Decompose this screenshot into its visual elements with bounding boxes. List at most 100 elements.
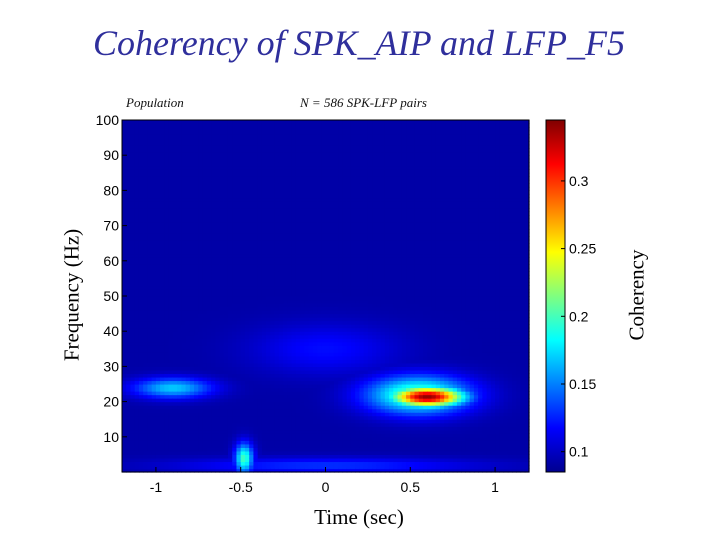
- heatmap-cell: [185, 369, 191, 375]
- heatmap-cell: [122, 426, 127, 431]
- heatmap-cell: [300, 345, 305, 350]
- heatmap-cell: [240, 405, 246, 410]
- heatmap-cell: [261, 401, 267, 406]
- heatmap-cell: [317, 278, 322, 283]
- heatmap-cell: [151, 429, 157, 434]
- heatmap-cell: [266, 313, 271, 318]
- heatmap-cell: [257, 281, 263, 287]
- heatmap-cell: [223, 155, 229, 160]
- heatmap-cell: [143, 278, 149, 283]
- heatmap-cell: [155, 415, 161, 420]
- heatmap-cell: [236, 260, 242, 265]
- heatmap-cell: [300, 415, 305, 420]
- heatmap-cell: [295, 218, 301, 223]
- heatmap-cell: [295, 405, 301, 410]
- heatmap-cell: [244, 376, 250, 382]
- heatmap-cell: [325, 169, 331, 174]
- heatmap-cell: [126, 130, 132, 135]
- heatmap-cell: [206, 366, 212, 371]
- heatmap-cell: [168, 341, 174, 346]
- heatmap-cell: [198, 443, 204, 448]
- heatmap-cell: [155, 464, 161, 470]
- heatmap-cell: [244, 281, 250, 287]
- heatmap-cell: [227, 398, 233, 403]
- heatmap-cell: [240, 165, 246, 170]
- heatmap-cell: [261, 359, 267, 364]
- heatmap-cell: [287, 376, 293, 382]
- heatmap-cell: [308, 169, 314, 174]
- heatmap-cell: [147, 130, 153, 135]
- heatmap-cell: [261, 348, 267, 353]
- heatmap-cell: [329, 366, 335, 371]
- heatmap-cell: [164, 232, 170, 237]
- heatmap-cell: [177, 433, 182, 438]
- heatmap-cell: [236, 271, 242, 276]
- heatmap-cell: [325, 454, 331, 459]
- heatmap-cell: [321, 169, 327, 174]
- heatmap-cell: [253, 317, 259, 322]
- heatmap-cell: [249, 450, 255, 455]
- heatmap-cell: [198, 320, 204, 325]
- heatmap-cell: [257, 120, 263, 125]
- heatmap-cell: [232, 285, 238, 290]
- heatmap-cell: [321, 246, 327, 251]
- heatmap-cell: [164, 415, 170, 420]
- heatmap-cell: [317, 306, 322, 311]
- heatmap-cell: [160, 313, 165, 318]
- heatmap-cell: [266, 183, 271, 188]
- heatmap-cell: [151, 239, 157, 244]
- heatmap-cell: [160, 200, 165, 206]
- heatmap-cell: [257, 148, 263, 153]
- heatmap-cell: [181, 401, 187, 406]
- heatmap-cell: [261, 281, 267, 287]
- heatmap-cell: [126, 232, 132, 237]
- heatmap-cell: [126, 137, 132, 142]
- heatmap-cell: [227, 408, 233, 413]
- heatmap-cell: [227, 419, 233, 424]
- heatmap-cell: [274, 408, 280, 413]
- heatmap-cell: [172, 355, 178, 360]
- heatmap-cell: [274, 193, 280, 199]
- heatmap-cell: [283, 292, 288, 297]
- heatmap-cell: [308, 253, 314, 258]
- heatmap-cell: [138, 369, 144, 375]
- heatmap-cell: [317, 222, 322, 227]
- heatmap-cell: [130, 222, 136, 227]
- heatmap-cell: [308, 384, 314, 389]
- heatmap-cell: [249, 186, 255, 191]
- heatmap-cell: [295, 412, 301, 417]
- heatmap-cell: [134, 369, 140, 375]
- heatmap-cell: [185, 419, 191, 424]
- heatmap-cell: [147, 310, 153, 315]
- heatmap-cell: [223, 162, 229, 167]
- heatmap-cell: [181, 165, 187, 170]
- heatmap-cell: [206, 232, 212, 237]
- heatmap-cell: [143, 120, 149, 125]
- heatmap-cell: [240, 123, 246, 128]
- heatmap-cell: [134, 450, 140, 455]
- heatmap-cell: [321, 464, 327, 470]
- heatmap-cell: [172, 288, 178, 294]
- heatmap-cell: [202, 271, 208, 276]
- heatmap-cell: [283, 218, 288, 223]
- heatmap-cell: [219, 296, 225, 301]
- heatmap-cell: [325, 141, 331, 146]
- heatmap-cell: [266, 278, 271, 283]
- heatmap-cell: [223, 366, 229, 371]
- heatmap-cell: [160, 464, 165, 470]
- heatmap-cell: [325, 225, 331, 230]
- heatmap-cell: [287, 338, 293, 343]
- heatmap-cell: [155, 447, 161, 452]
- heatmap-cell: [295, 186, 301, 191]
- heatmap-cell: [185, 376, 191, 382]
- heatmap-cell: [126, 162, 132, 167]
- heatmap-cell: [325, 306, 331, 311]
- heatmap-cell: [122, 218, 127, 223]
- heatmap-cell: [147, 348, 153, 353]
- heatmap-cell: [164, 334, 170, 339]
- heatmap-cell: [244, 141, 250, 146]
- heatmap-cell: [317, 215, 322, 220]
- heatmap-cell: [143, 324, 149, 329]
- heatmap-cell: [189, 225, 195, 230]
- heatmap-cell: [211, 345, 216, 350]
